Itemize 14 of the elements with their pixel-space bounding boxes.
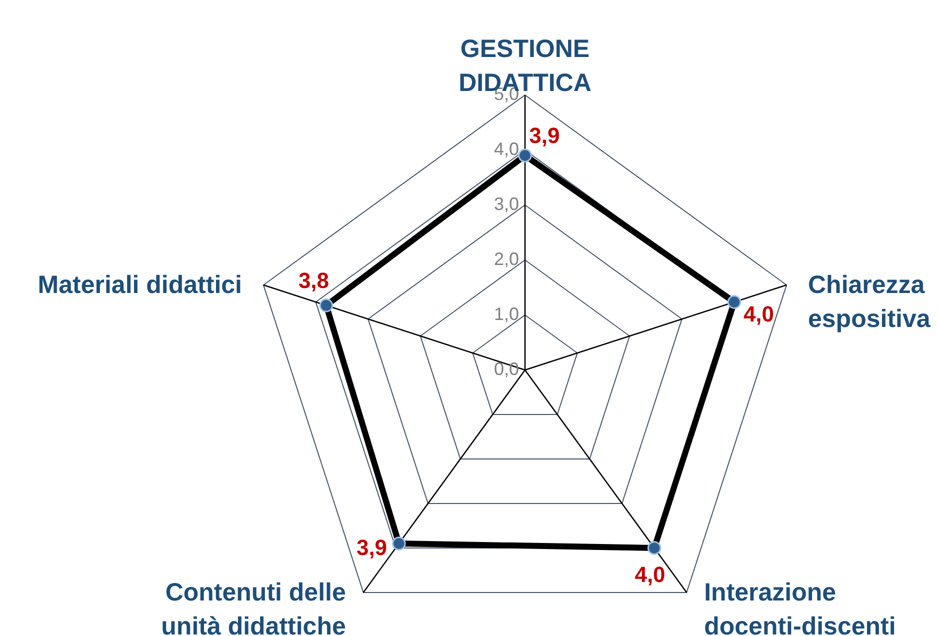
spoke-label: Interazione docenti-discenti <box>704 578 896 636</box>
y-tick-label: 0,0 <box>494 359 519 379</box>
spoke-label: Contenuti delle unità didattiche <box>161 578 346 636</box>
y-tick-label: 3,0 <box>494 194 519 214</box>
y-tick-label: 1,0 <box>494 304 519 324</box>
data-label: 3,9 <box>529 123 560 148</box>
data-label: 4,0 <box>743 302 774 326</box>
spoke-label: Chiarezza espositiva <box>808 271 932 334</box>
y-tick-label: 2,0 <box>494 249 519 269</box>
data-label: 4,0 <box>634 562 666 588</box>
y-tick-label: 4,0 <box>494 139 519 159</box>
data-label: 3,8 <box>298 268 330 293</box>
spoke-label: Materiali didattici <box>38 271 242 300</box>
data-label: 3,9 <box>356 534 388 560</box>
